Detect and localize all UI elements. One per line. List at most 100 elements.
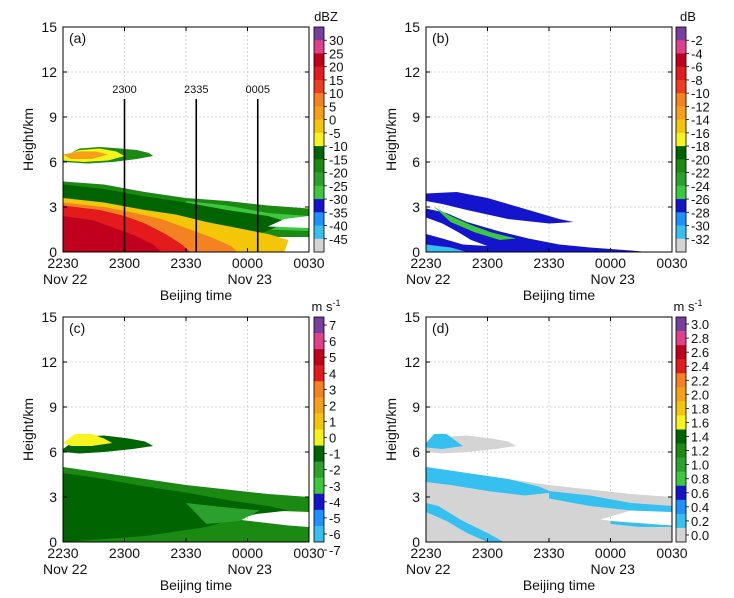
- colorbar-swatch: [676, 429, 686, 444]
- data-layers: [63, 434, 309, 542]
- y-tick-label: 12: [404, 354, 420, 370]
- x-tick-label: 0000: [595, 545, 626, 561]
- x-tick-label: 0030: [293, 255, 324, 271]
- colorbar-swatch: [314, 349, 324, 366]
- x-tick-label: 2230: [47, 255, 78, 271]
- colorbar-swatch: [676, 212, 686, 226]
- colorbar-label: 0.4: [691, 500, 709, 515]
- colorbar-swatch: [676, 443, 686, 458]
- colorbar-swatch: [314, 146, 324, 160]
- colorbar-swatch: [314, 172, 324, 187]
- colorbar-label: -12: [691, 99, 710, 114]
- colorbar-swatch: [314, 397, 324, 414]
- colorbar-swatch: [676, 159, 686, 173]
- y-tick-label: 12: [41, 354, 57, 370]
- colorbar-swatch: [676, 359, 686, 374]
- echo-region: [63, 473, 289, 542]
- x-tick-label: 0000: [232, 545, 263, 561]
- colorbar-frame: [313, 26, 325, 253]
- colorbar-swatch: [676, 331, 686, 346]
- x-tick-label: 2300: [109, 255, 140, 271]
- y-tick-label: 0: [49, 534, 57, 550]
- echo-region: [63, 434, 113, 446]
- echo-region: [434, 207, 517, 240]
- colorbar-swatch: [676, 146, 686, 160]
- x-tick-label: 0030: [293, 545, 324, 561]
- colorbar-label: -26: [691, 192, 710, 207]
- colorbar-label: 3.0: [691, 317, 709, 332]
- colorbar-swatch: [676, 485, 686, 501]
- colorbar-label: 4: [329, 366, 336, 381]
- colorbar-swatch: [314, 238, 324, 253]
- colorbar-label: -4: [691, 46, 703, 61]
- echo-region: [549, 491, 672, 512]
- x-axis-label: Beijing time: [160, 577, 233, 593]
- y-tick-label: 15: [404, 19, 420, 35]
- x-tick-label: 2330: [533, 545, 564, 561]
- colorbar-label: -18: [691, 139, 710, 154]
- x-tick-sublabel: Nov 23: [228, 271, 273, 287]
- x-tick-label: 2230: [47, 545, 78, 561]
- colorbar-label: -10: [691, 86, 710, 101]
- panel-label: (a): [69, 30, 86, 46]
- colorbar-swatch: [314, 413, 324, 430]
- colorbar-label: 25: [329, 46, 343, 61]
- colorbar-label: -15: [329, 152, 348, 167]
- data-layers: [426, 192, 648, 252]
- colorbar-label: -14: [691, 113, 710, 128]
- colorbar-label: -22: [691, 166, 710, 181]
- x-tick-label: 2300: [472, 545, 503, 561]
- colorbar-label: 2.8: [691, 331, 709, 346]
- x-axis-label: Beijing time: [523, 577, 596, 593]
- colorbar-label: 1.4: [691, 430, 709, 445]
- y-tick-label: 15: [41, 309, 57, 325]
- colorbar-swatch: [314, 333, 324, 350]
- colorbar-swatch: [676, 79, 686, 94]
- colorbar-label: -1: [329, 447, 341, 462]
- colorbar-swatch: [676, 66, 686, 81]
- x-tick-label: 2300: [472, 255, 503, 271]
- colorbar-swatch: [676, 93, 686, 107]
- y-tick-label: 0: [49, 244, 57, 260]
- colorbar-label: 0.8: [691, 472, 709, 487]
- colorbar-label: -8: [691, 73, 703, 88]
- colorbar-swatch: [676, 185, 686, 200]
- colorbar-label: -6: [691, 60, 703, 75]
- colorbar-label: -6: [329, 527, 341, 542]
- echo-region: [63, 216, 162, 252]
- colorbar-frame: [675, 26, 687, 253]
- x-tick-sublabel: Nov 23: [591, 271, 636, 287]
- colorbar-swatch: [676, 527, 686, 543]
- y-tick-label: 3: [49, 489, 57, 505]
- y-tick-label: 6: [49, 154, 57, 170]
- colorbar-swatch: [676, 40, 686, 54]
- colorbar-label: 2.6: [691, 345, 709, 360]
- colorbar-swatch: [676, 106, 686, 120]
- colorbar-label: -20: [329, 166, 348, 181]
- colorbar-swatch: [314, 66, 324, 81]
- colorbar-swatch: [314, 79, 324, 94]
- colorbar-swatch: [314, 212, 324, 226]
- echo-region: [268, 216, 309, 228]
- x-tick-label: 2330: [533, 255, 564, 271]
- colorbar-unit-text: dBZ: [314, 9, 338, 24]
- x-tick-label: 2300: [109, 545, 140, 561]
- x-tick-sublabel: Nov 23: [591, 561, 636, 577]
- colorbar-swatch: [676, 345, 686, 360]
- colorbar-swatch: [314, 106, 324, 120]
- colorbar-swatch: [676, 199, 686, 213]
- colorbar-label: 30: [329, 33, 343, 48]
- colorbar-label: -35: [329, 205, 348, 220]
- colorbar-unit-exponent: -1: [332, 298, 340, 308]
- x-tick-label: 2230: [410, 545, 441, 561]
- colorbar-swatch: [676, 225, 686, 240]
- colorbar-label: -40: [329, 219, 348, 234]
- annotation-label: 2300: [112, 84, 136, 96]
- y-axis-label: Height/km: [20, 398, 36, 461]
- colorbar-swatch: [314, 525, 324, 543]
